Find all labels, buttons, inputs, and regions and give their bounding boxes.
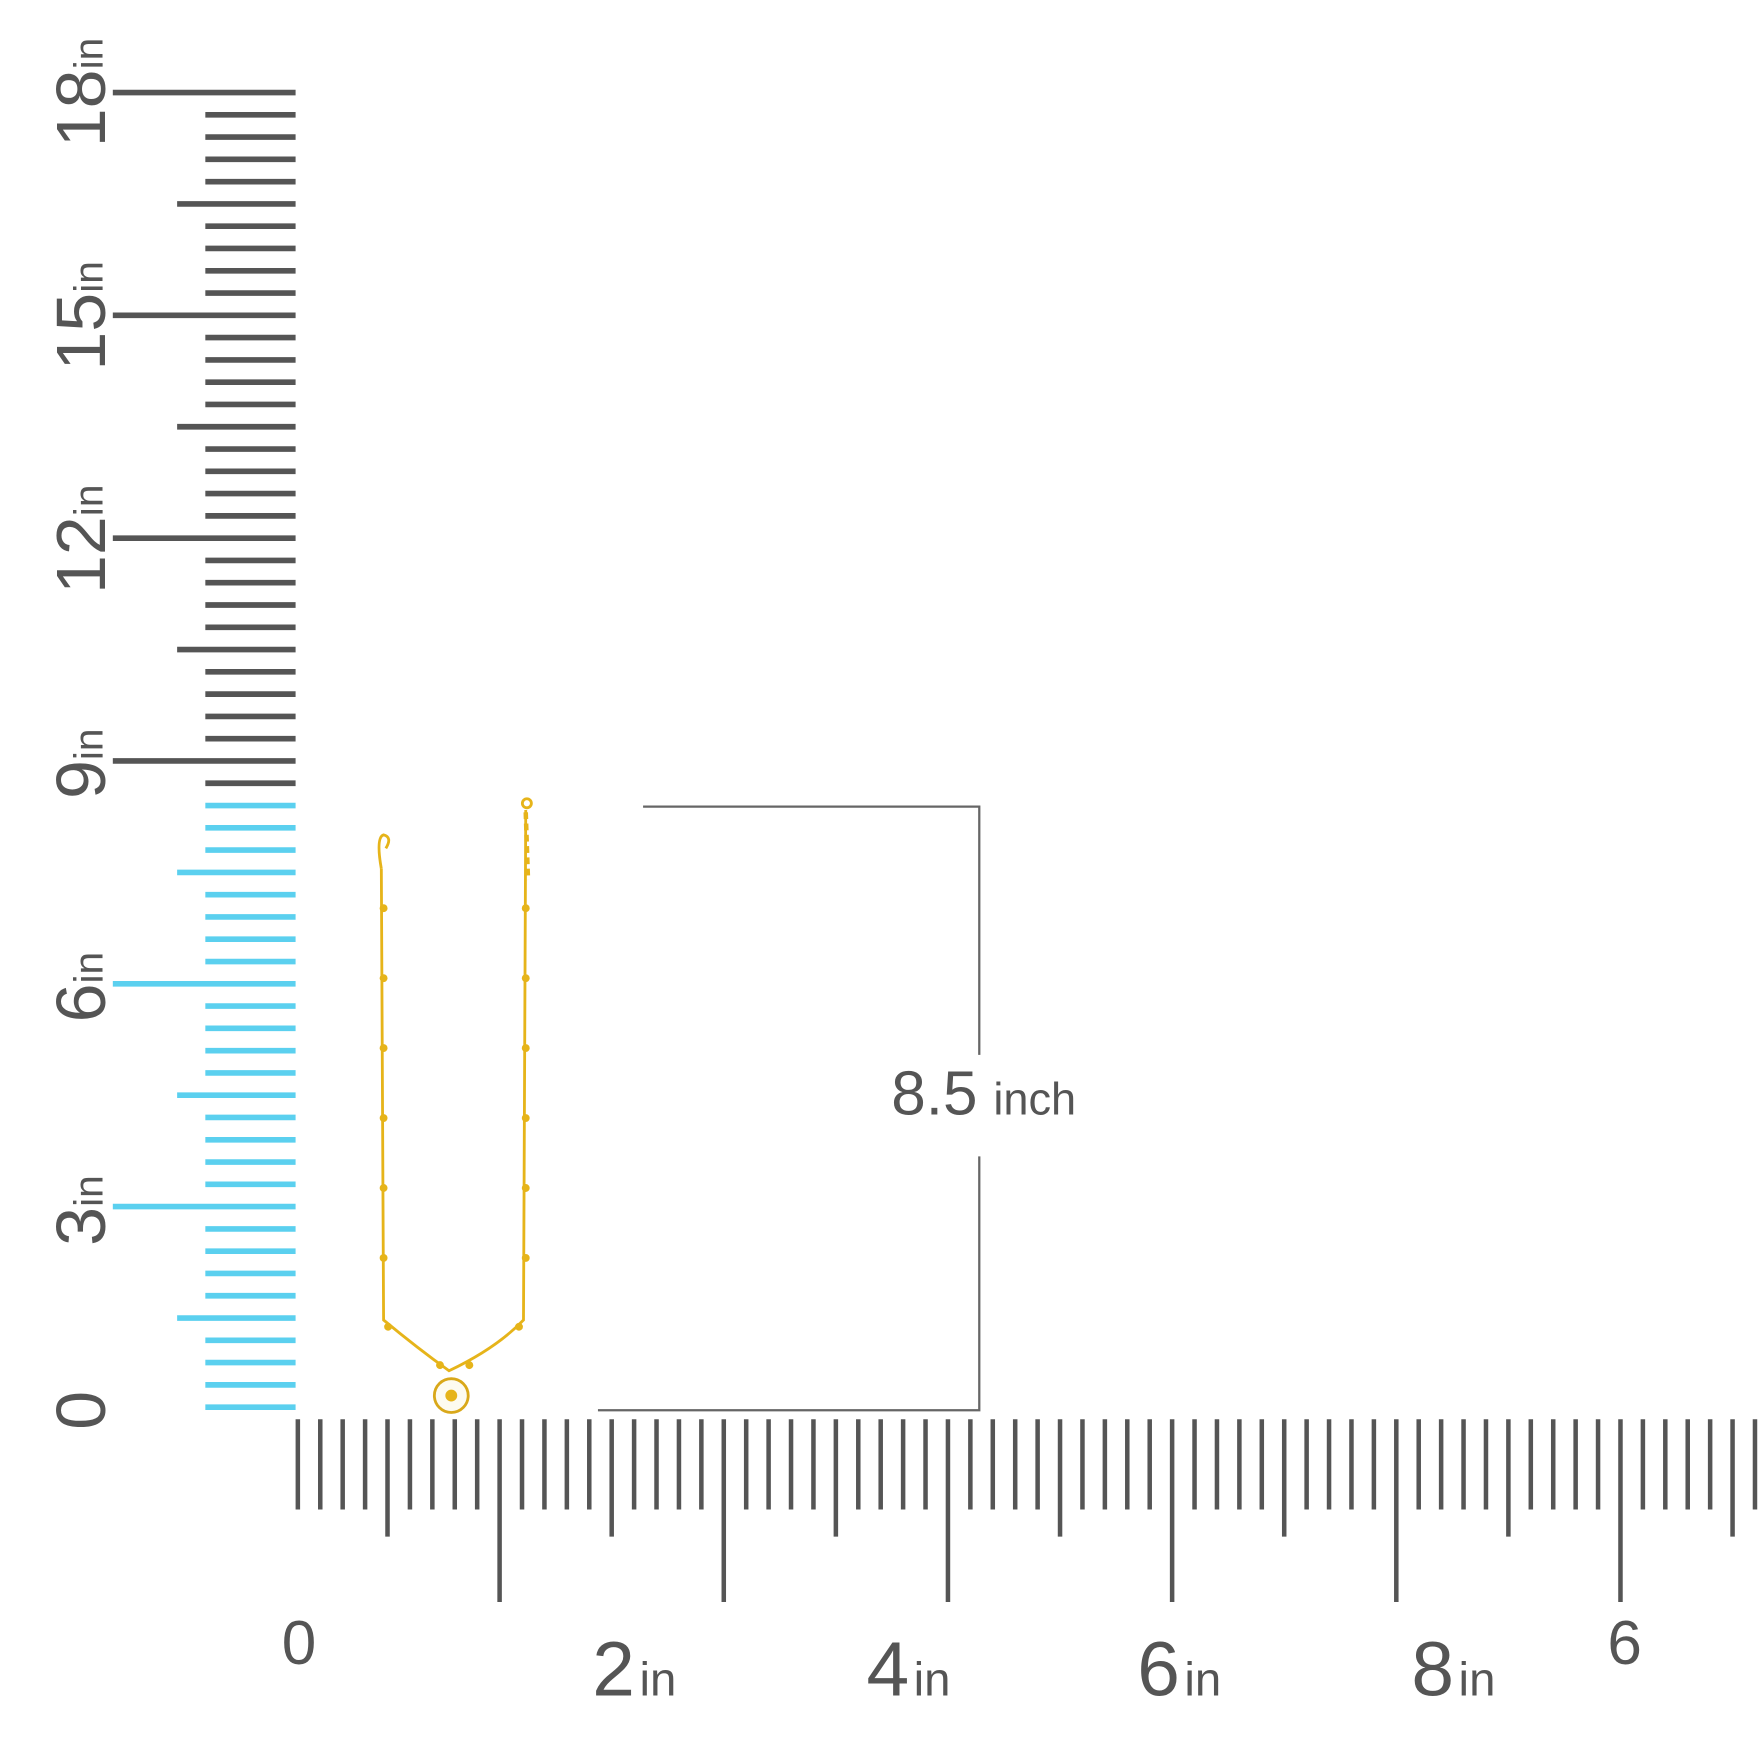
label-unit: in bbox=[66, 261, 112, 293]
label-unit: in bbox=[66, 1175, 112, 1207]
bead bbox=[521, 974, 530, 983]
measurement-bracket bbox=[597, 805, 981, 1412]
label-number: 15 bbox=[42, 293, 120, 371]
vertical-ruler-label: 12in bbox=[42, 485, 120, 594]
bead bbox=[465, 1361, 474, 1370]
label-number: 0 bbox=[282, 1609, 317, 1678]
label-number: 0 bbox=[42, 1391, 120, 1430]
bead bbox=[521, 1184, 530, 1192]
vertical-ruler-label: 18in bbox=[42, 38, 120, 147]
vertical-ruler-label: 3in bbox=[42, 1175, 120, 1246]
bead bbox=[379, 1044, 388, 1053]
rulers bbox=[112, 89, 1758, 1603]
label-number: 4 bbox=[866, 1628, 909, 1713]
bead bbox=[521, 1254, 530, 1262]
horizontal-ruler-label: 6 bbox=[1607, 1609, 1642, 1678]
horizontal-ruler-label: 8 in bbox=[1411, 1628, 1495, 1713]
vertical-ruler-label: 15in bbox=[42, 261, 120, 370]
bead bbox=[384, 1322, 393, 1331]
bead bbox=[379, 1254, 388, 1262]
bead bbox=[379, 904, 388, 913]
vertical-ruler-label: 6in bbox=[42, 952, 120, 1023]
vertical-ruler-label: 9in bbox=[42, 729, 120, 800]
label-unit: in bbox=[66, 485, 112, 517]
horizontal-ruler-label: 0 bbox=[282, 1609, 317, 1678]
bead bbox=[436, 1361, 444, 1370]
measurement-label: 8.5 inch bbox=[891, 1060, 1076, 1129]
bead bbox=[521, 1114, 530, 1122]
horizontal-ruler-label: 4 in bbox=[866, 1628, 950, 1713]
bead bbox=[521, 904, 530, 913]
label-number: 8 bbox=[1411, 1628, 1454, 1713]
label-number: 2 bbox=[592, 1628, 635, 1713]
horizontal-ruler-label: 2 in bbox=[592, 1628, 676, 1713]
label-number: 9 bbox=[42, 760, 120, 799]
label-number: 12 bbox=[42, 516, 120, 594]
label-unit: in bbox=[914, 1654, 951, 1707]
bead bbox=[379, 974, 388, 983]
necklace-beads bbox=[379, 904, 530, 1370]
bead bbox=[521, 1044, 530, 1053]
horizontal-ruler-label: 6 in bbox=[1137, 1628, 1221, 1713]
label-number: 3 bbox=[42, 1207, 120, 1246]
label-unit: in bbox=[66, 952, 112, 984]
label-unit: in bbox=[1184, 1654, 1221, 1707]
bead bbox=[379, 1114, 388, 1122]
vertical-ruler-label: 0 bbox=[42, 1391, 120, 1430]
label-unit: in bbox=[66, 729, 112, 761]
label-unit: in bbox=[66, 38, 112, 70]
label-number: 6 bbox=[42, 984, 120, 1023]
measurement-unit: inch bbox=[993, 1074, 1076, 1125]
measurement-value: 8.5 bbox=[891, 1060, 977, 1129]
bead bbox=[515, 1322, 523, 1331]
label-unit: in bbox=[1459, 1654, 1496, 1707]
necklace bbox=[377, 797, 533, 1414]
label-number: 6 bbox=[1137, 1628, 1180, 1713]
bead bbox=[379, 1184, 388, 1192]
label-unit: in bbox=[639, 1654, 676, 1707]
label-number: 18 bbox=[42, 69, 120, 147]
label-number: 6 bbox=[1607, 1609, 1642, 1678]
